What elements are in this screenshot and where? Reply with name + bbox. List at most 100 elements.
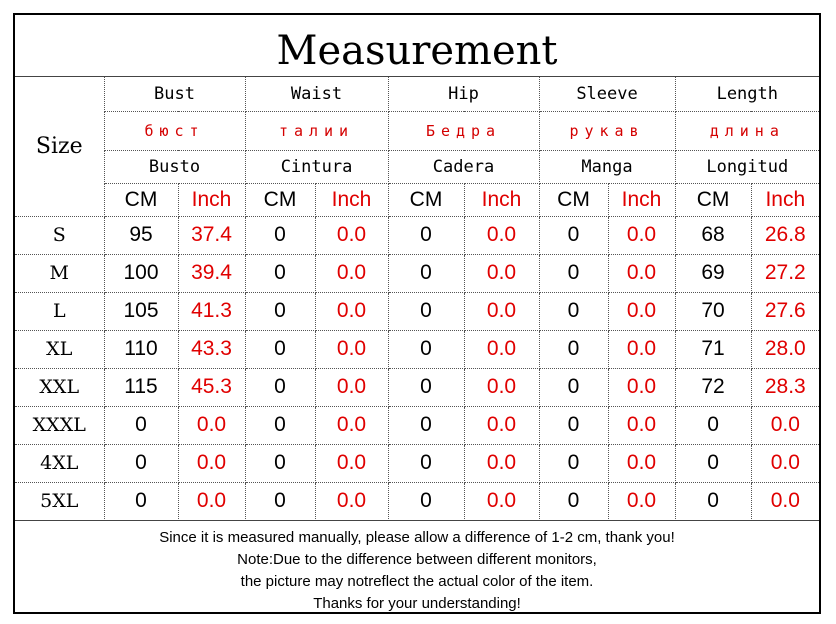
inch-value-cell: 0.0 — [177, 443, 246, 483]
cm-value-cell: 0 — [674, 481, 752, 521]
inch-value-cell: 0.0 — [314, 253, 389, 293]
unit-cm-label: CM — [674, 182, 752, 217]
header-row-russian: бюст талии Бедра рукав длина — [15, 110, 820, 151]
inch-value-cell: 0.0 — [607, 253, 676, 293]
unit-inch-label: Inch — [314, 182, 389, 217]
cm-value-cell: 0 — [244, 215, 316, 255]
inch-value-cell: 0.0 — [750, 405, 820, 445]
inch-value-cell: 45.3 — [177, 367, 246, 407]
column-header-length-ru: длина — [674, 110, 820, 151]
cm-value-cell: 0 — [538, 253, 609, 293]
size-label: XL — [15, 329, 105, 369]
cm-value-cell: 0 — [674, 443, 752, 483]
column-header-sleeve-es: Manga — [538, 149, 676, 184]
column-header-length-es: Longitud — [674, 149, 820, 184]
unit-inch-label: Inch — [463, 182, 540, 217]
inch-value-cell: 0.0 — [607, 481, 676, 521]
cm-value-cell: 0 — [387, 329, 465, 369]
inch-value-cell: 0.0 — [463, 405, 540, 445]
cm-value-cell: 0 — [387, 367, 465, 407]
disclaimer-notes: Since it is measured manually, please al… — [15, 520, 819, 612]
cm-value-cell: 0 — [538, 481, 609, 521]
column-header-length: Length — [674, 77, 820, 112]
cm-value-cell: 0 — [103, 481, 179, 521]
note-line: Thanks for your understanding! — [313, 595, 521, 612]
table-row: M 100 39.4 0 0.0 0 0.0 0 0.0 69 27.2 — [15, 253, 820, 293]
inch-value-cell: 0.0 — [463, 253, 540, 293]
inch-value-cell: 37.4 — [177, 215, 246, 255]
cm-value-cell: 0 — [538, 367, 609, 407]
cm-value-cell: 0 — [244, 481, 316, 521]
inch-value-cell: 0.0 — [463, 329, 540, 369]
header-row-spanish: Busto Cintura Cadera Manga Longitud — [15, 149, 820, 184]
cm-value-cell: 70 — [674, 291, 752, 331]
cm-value-cell: 0 — [387, 253, 465, 293]
cm-value-cell: 0 — [244, 443, 316, 483]
column-header-bust-es: Busto — [104, 149, 246, 184]
note-line: Note:Due to the difference between diffe… — [237, 551, 597, 568]
inch-value-cell: 39.4 — [177, 253, 246, 293]
unit-cm-label: CM — [104, 182, 179, 217]
column-header-bust-ru: бюст — [104, 110, 246, 151]
size-label: M — [15, 253, 105, 293]
table-row: XL 110 43.3 0 0.0 0 0.0 0 0.0 71 28.0 — [15, 329, 820, 369]
inch-value-cell: 28.3 — [750, 367, 820, 407]
column-header-waist-es: Cintura — [244, 149, 389, 184]
cm-value-cell: 0 — [674, 405, 752, 445]
inch-value-cell: 0.0 — [177, 481, 246, 521]
inch-value-cell: 0.0 — [314, 443, 389, 483]
column-header-sleeve: Sleeve — [538, 77, 676, 112]
cm-value-cell: 0 — [103, 405, 179, 445]
cm-value-cell: 71 — [674, 329, 752, 369]
cm-value-cell: 68 — [674, 215, 752, 255]
table-row: 5XL 0 0.0 0 0.0 0 0.0 0 0.0 0 0.0 — [15, 481, 820, 521]
inch-value-cell: 0.0 — [314, 405, 389, 445]
inch-value-cell: 0.0 — [607, 215, 676, 255]
cm-value-cell: 0 — [387, 405, 465, 445]
inch-value-cell: 0.0 — [314, 329, 389, 369]
inch-value-cell: 0.0 — [463, 291, 540, 331]
inch-value-cell: 0.0 — [607, 367, 676, 407]
cm-value-cell: 0 — [387, 443, 465, 483]
note-line: Since it is measured manually, please al… — [159, 529, 675, 546]
inch-value-cell: 43.3 — [177, 329, 246, 369]
cm-value-cell: 115 — [103, 367, 179, 407]
cm-value-cell: 0 — [387, 291, 465, 331]
inch-value-cell: 0.0 — [750, 481, 820, 521]
header-row-units: CM Inch CM Inch CM Inch CM Inch CM Inch — [15, 182, 820, 217]
inch-value-cell: 0.0 — [314, 481, 389, 521]
unit-inch-label: Inch — [177, 182, 246, 217]
size-column-header: Size — [15, 77, 105, 217]
cm-value-cell: 0 — [244, 329, 316, 369]
inch-value-cell: 0.0 — [463, 215, 540, 255]
column-header-hip-ru: Бедра — [387, 110, 540, 151]
table-row: XXL 115 45.3 0 0.0 0 0.0 0 0.0 72 28.3 — [15, 367, 820, 407]
inch-value-cell: 0.0 — [463, 367, 540, 407]
column-header-bust: Bust — [103, 77, 246, 112]
size-label: XXL — [15, 367, 105, 407]
size-label: S — [15, 215, 105, 255]
unit-cm-label: CM — [387, 182, 465, 217]
unit-cm-label: CM — [244, 182, 316, 217]
cm-value-cell: 0 — [538, 329, 609, 369]
cm-value-cell: 110 — [103, 329, 179, 369]
inch-value-cell: 0.0 — [607, 291, 676, 331]
note-line: the picture may notreflect the actual co… — [240, 573, 594, 590]
table-row: L 105 41.3 0 0.0 0 0.0 0 0.0 70 27.6 — [15, 291, 820, 331]
measurement-sheet: Measurement Size Bust Waist Hip Sleeve L… — [13, 13, 821, 614]
cm-value-cell: 0 — [244, 291, 316, 331]
inch-value-cell: 41.3 — [177, 291, 246, 331]
inch-value-cell: 0.0 — [607, 329, 676, 369]
cm-value-cell: 0 — [538, 443, 609, 483]
inch-value-cell: 27.6 — [750, 291, 820, 331]
inch-value-cell: 0.0 — [177, 405, 246, 445]
size-label: XXXL — [15, 405, 105, 445]
table-row: 4XL 0 0.0 0 0.0 0 0.0 0 0.0 0 0.0 — [15, 443, 820, 483]
inch-value-cell: 27.2 — [750, 253, 820, 293]
table-row: XXXL 0 0.0 0 0.0 0 0.0 0 0.0 0 0.0 — [15, 405, 820, 445]
inch-value-cell: 0.0 — [463, 481, 540, 521]
unit-inch-label: Inch — [750, 182, 820, 217]
header-row-english: Size Bust Waist Hip Sleeve Length — [15, 77, 820, 217]
column-header-hip-es: Cadera — [387, 149, 540, 184]
cm-value-cell: 0 — [387, 215, 465, 255]
